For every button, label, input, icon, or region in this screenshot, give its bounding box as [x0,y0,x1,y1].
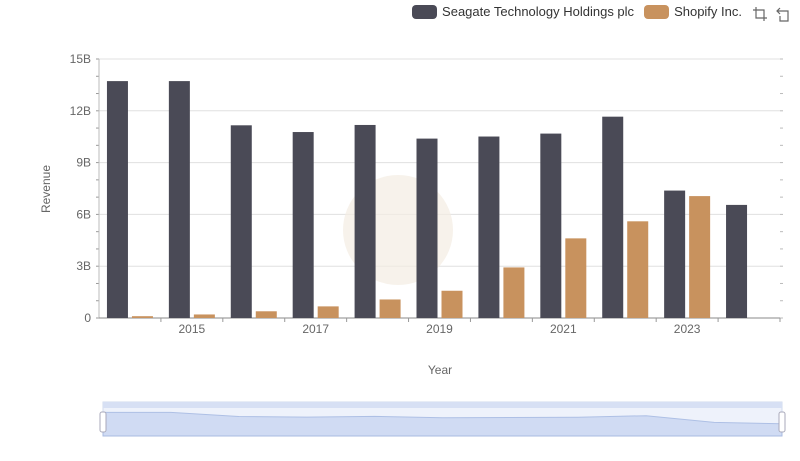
x-tick-label: 2023 [674,322,701,336]
bar-shopify-2020[interactable] [503,267,525,318]
y-axis-title: Revenue [39,165,53,213]
bar-shopify-2018[interactable] [379,299,401,318]
bar-shopify-2023[interactable] [689,196,711,318]
bar-seagate-2015[interactable] [168,81,190,318]
bar-seagate-2024[interactable] [726,204,748,318]
bar-seagate-2020[interactable] [478,136,500,318]
bar-shopify-2021[interactable] [565,238,587,318]
legend-swatch-seagate [412,4,438,19]
zoom-handle-left[interactable] [99,411,107,433]
bar-seagate-2016[interactable] [230,125,252,318]
x-tick-label: 2019 [426,322,453,336]
x-tick-label: 2017 [302,322,329,336]
y-tick-label: 9B [76,156,91,170]
y-tick-label: 0 [84,311,91,325]
x-tick-label: 2015 [179,322,206,336]
legend: Seagate Technology Holdings plc Shopify … [412,4,742,19]
bar-seagate-2017[interactable] [292,132,314,318]
y-tick-label: 3B [76,259,91,273]
bar-shopify-2016[interactable] [255,311,277,318]
bar-shopify-2015[interactable] [193,314,215,318]
legend-item-shopify[interactable]: Shopify Inc. [644,4,742,19]
x-tick-label: 2021 [550,322,577,336]
zoom-slider-bar[interactable] [103,402,782,408]
bar-seagate-2021[interactable] [540,133,562,318]
zoom-icon[interactable] [752,6,768,22]
bar-seagate-2014[interactable] [106,81,128,318]
legend-label-shopify: Shopify Inc. [674,4,742,19]
bar-seagate-2018[interactable] [354,124,376,318]
zoom-slider-preview [102,411,783,437]
bar-shopify-2017[interactable] [317,306,339,318]
bar-seagate-2022[interactable] [602,116,624,318]
x-axis-title: Year [428,363,452,377]
legend-item-seagate[interactable]: Seagate Technology Holdings plc [412,4,634,19]
y-tick-label: 12B [70,104,91,118]
bar-seagate-2023[interactable] [664,190,686,318]
bar-shopify-2014[interactable] [131,316,153,318]
bar-shopify-2022[interactable] [627,221,649,318]
y-tick-label: 15B [70,52,91,66]
bar-seagate-2019[interactable] [416,138,438,318]
bar-shopify-2019[interactable] [441,290,463,318]
toolbox [752,6,792,22]
legend-label-seagate: Seagate Technology Holdings plc [442,4,635,19]
legend-swatch-shopify [644,4,670,19]
restore-icon[interactable] [776,6,792,22]
y-tick-label: 6B [76,207,91,221]
zoom-handle-right[interactable] [778,411,786,433]
